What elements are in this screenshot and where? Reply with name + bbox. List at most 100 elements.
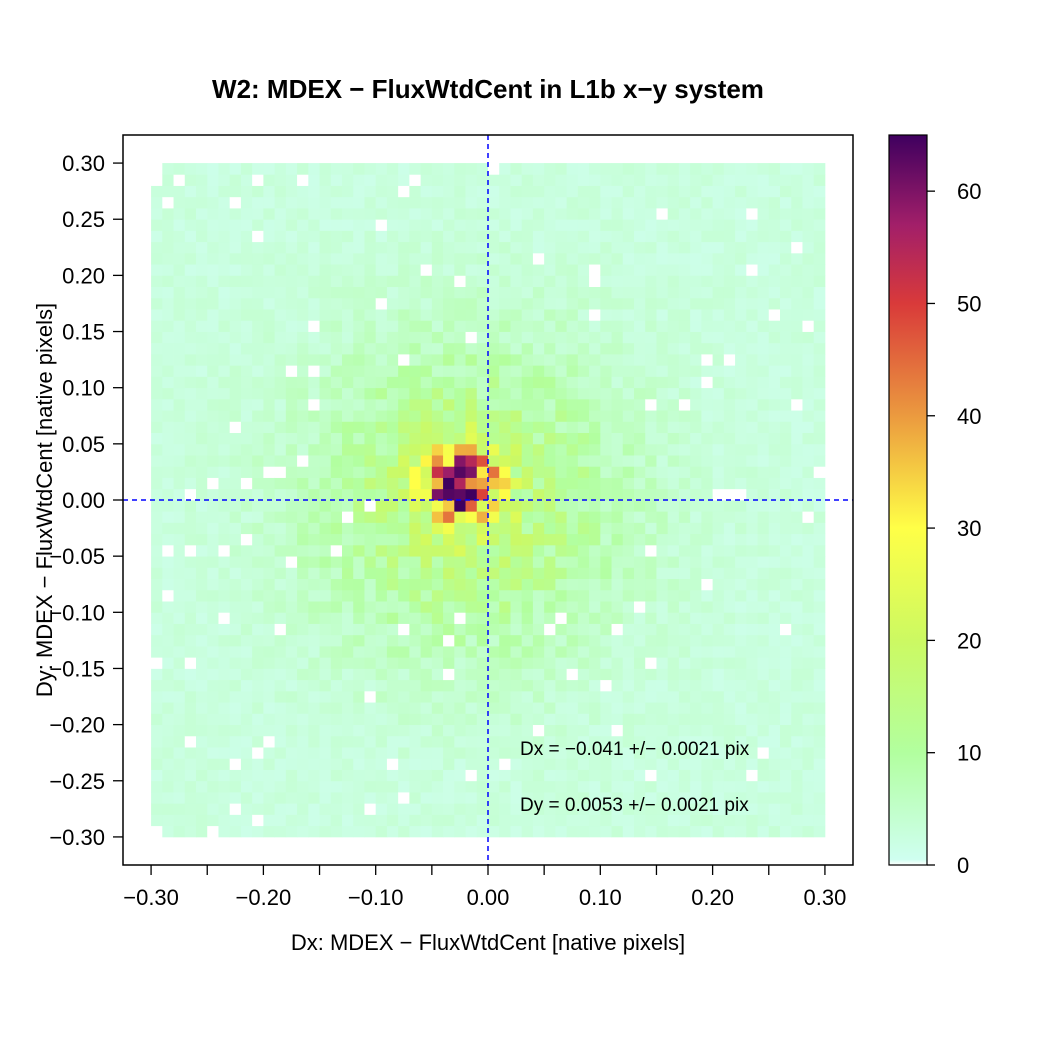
heatmap-cell bbox=[589, 612, 601, 624]
heatmap-cell bbox=[263, 421, 276, 434]
heatmap-cell bbox=[252, 477, 264, 490]
heatmap-cell bbox=[712, 533, 725, 546]
heatmap-cell bbox=[589, 297, 601, 310]
heatmap-cell bbox=[667, 825, 680, 838]
heatmap-cell bbox=[701, 185, 714, 198]
heatmap-cell bbox=[263, 623, 276, 636]
heatmap-cell bbox=[218, 646, 231, 658]
heatmap-cell bbox=[431, 163, 444, 175]
heatmap-cell bbox=[386, 780, 399, 793]
heatmap-cell bbox=[184, 623, 197, 636]
heatmap-cell bbox=[353, 365, 365, 377]
heatmap-cell bbox=[521, 477, 534, 490]
heatmap-cell bbox=[566, 758, 579, 770]
heatmap-cell bbox=[510, 286, 523, 299]
heatmap-cell bbox=[151, 320, 163, 332]
heatmap-cell bbox=[330, 354, 343, 366]
heatmap-cell bbox=[566, 185, 579, 198]
heatmap-cell bbox=[409, 679, 422, 692]
heatmap-cell bbox=[510, 533, 523, 546]
heatmap-cell bbox=[667, 230, 680, 243]
heatmap-cell bbox=[690, 589, 702, 602]
heatmap-cell bbox=[420, 320, 433, 332]
heatmap-cell bbox=[229, 477, 242, 490]
heatmap-cell bbox=[577, 342, 590, 355]
heatmap-cell bbox=[544, 702, 556, 714]
heatmap-cell bbox=[375, 735, 388, 748]
heatmap-cell bbox=[420, 376, 433, 389]
heatmap-cell bbox=[532, 365, 545, 377]
heatmap-cell bbox=[196, 758, 208, 770]
heatmap-cell bbox=[409, 780, 422, 793]
heatmap-cell bbox=[364, 286, 377, 299]
heatmap-cell bbox=[398, 533, 410, 546]
heatmap-cell bbox=[240, 544, 253, 557]
heatmap-cell bbox=[240, 511, 253, 523]
heatmap-cell bbox=[364, 264, 377, 276]
heatmap-cell bbox=[611, 219, 624, 231]
heatmap-cell bbox=[454, 690, 466, 703]
heatmap-cell bbox=[443, 477, 455, 490]
heatmap-cell bbox=[420, 522, 433, 535]
heatmap-cell bbox=[409, 275, 422, 288]
heatmap-cell bbox=[746, 690, 758, 703]
heatmap-cell bbox=[476, 410, 489, 422]
heatmap-cell bbox=[386, 185, 399, 198]
heatmap-cell bbox=[443, 735, 455, 748]
heatmap-cell bbox=[364, 634, 377, 647]
heatmap-cell bbox=[364, 522, 377, 535]
heatmap-cell bbox=[263, 196, 276, 209]
heatmap-cell bbox=[252, 780, 264, 793]
heatmap-cell bbox=[723, 443, 736, 456]
heatmap-cell bbox=[611, 410, 624, 422]
heatmap-cell bbox=[330, 500, 343, 512]
heatmap-cell bbox=[353, 679, 365, 692]
heatmap-cell bbox=[634, 747, 646, 759]
heatmap-cell bbox=[308, 533, 320, 546]
heatmap-cell bbox=[757, 612, 770, 624]
heatmap-cell bbox=[297, 241, 309, 254]
heatmap-cell bbox=[196, 264, 208, 276]
heatmap-cell bbox=[690, 264, 702, 276]
heatmap-cell bbox=[443, 208, 455, 220]
heatmap-cell bbox=[218, 376, 231, 389]
heatmap-cell bbox=[308, 354, 320, 366]
heatmap-cell bbox=[566, 320, 579, 332]
heatmap-cell bbox=[173, 286, 186, 299]
heatmap-cell bbox=[431, 376, 444, 389]
heatmap-cell bbox=[443, 803, 455, 815]
heatmap-cell bbox=[229, 208, 242, 220]
heatmap-cell bbox=[566, 286, 579, 299]
heatmap-cell bbox=[813, 825, 826, 838]
heatmap-cell bbox=[544, 477, 556, 490]
heatmap-cell bbox=[813, 747, 826, 759]
heatmap-cell bbox=[780, 297, 792, 310]
y-tick-label: −0.15 bbox=[49, 656, 105, 681]
heatmap-cell bbox=[476, 556, 489, 568]
heatmap-cell bbox=[308, 455, 320, 467]
heatmap-cell bbox=[196, 275, 208, 288]
heatmap-cell bbox=[420, 477, 433, 490]
heatmap-cell bbox=[600, 241, 612, 254]
heatmap-cell bbox=[723, 589, 736, 602]
heatmap-cell bbox=[622, 286, 635, 299]
heatmap-cell bbox=[667, 376, 680, 389]
heatmap-cell bbox=[802, 511, 815, 523]
heatmap-cell bbox=[611, 320, 624, 332]
heatmap-cell bbox=[634, 825, 646, 838]
heatmap-cell bbox=[566, 634, 579, 647]
heatmap-cell bbox=[465, 342, 478, 355]
heatmap-cell bbox=[162, 320, 174, 332]
heatmap-cell bbox=[488, 601, 500, 613]
heatmap-cell bbox=[252, 690, 264, 703]
heatmap-cell bbox=[454, 443, 466, 456]
heatmap-cell bbox=[813, 241, 826, 254]
heatmap-cell bbox=[274, 803, 287, 815]
heatmap-cell bbox=[454, 320, 466, 332]
heatmap-cell bbox=[454, 511, 466, 523]
heatmap-cell bbox=[465, 724, 478, 737]
heatmap-cell bbox=[690, 522, 702, 535]
heatmap-cell bbox=[544, 241, 556, 254]
heatmap-cell bbox=[802, 589, 815, 602]
heatmap-cell bbox=[443, 544, 455, 557]
